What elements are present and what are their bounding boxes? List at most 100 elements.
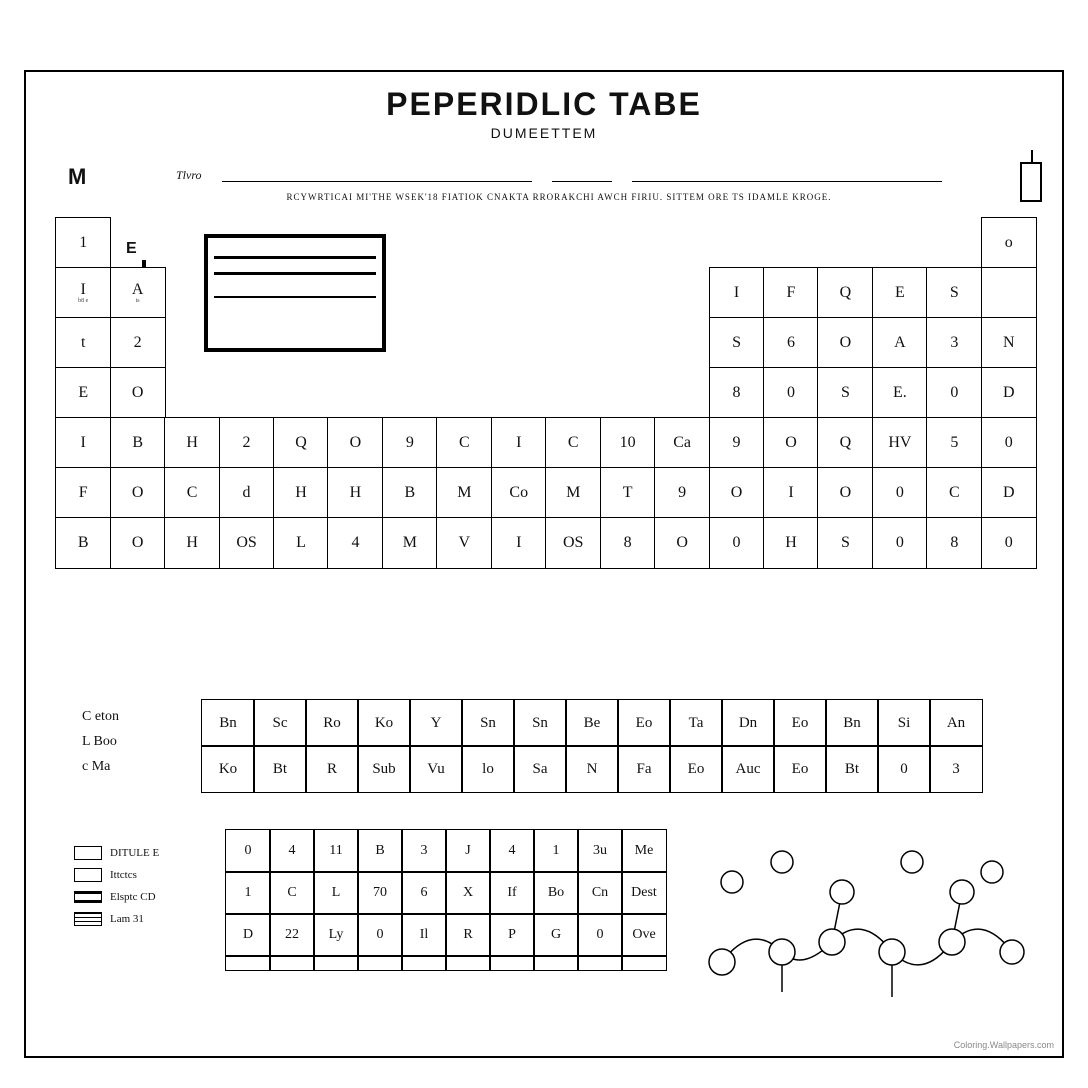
name-underline-1[interactable] xyxy=(222,168,532,182)
grid-cell: If xyxy=(489,871,535,915)
element-cell: H xyxy=(164,517,220,569)
element-cell: 8 xyxy=(709,367,765,419)
element-cell: B xyxy=(110,417,166,469)
element-cell: F xyxy=(55,467,111,519)
element-cell: L xyxy=(273,517,329,569)
element-cell: E xyxy=(872,267,928,319)
lanth-cell: R xyxy=(305,745,359,793)
grid-cell: 6 xyxy=(401,871,447,915)
lanth-cell: Eo xyxy=(617,699,671,747)
lanth-cell: lo xyxy=(461,745,515,793)
element-cell: 9 xyxy=(709,417,765,469)
element-cell: 2 xyxy=(110,317,166,369)
element-cell: S xyxy=(709,317,765,369)
legend-item: Lam 31 xyxy=(74,908,159,930)
element-cell: O xyxy=(110,467,166,519)
legend-item: DITULE E xyxy=(74,842,159,864)
element-cell: 0 xyxy=(763,367,819,419)
series-label: c Ma xyxy=(82,754,119,779)
element-cell: S xyxy=(926,267,982,319)
grid-cell: 3 xyxy=(401,829,447,873)
element-cell: Q xyxy=(817,417,873,469)
element-cell: 3 xyxy=(926,317,982,369)
grid-cell: 11 xyxy=(313,829,359,873)
element-cell: H xyxy=(273,467,329,519)
element-cell: Co xyxy=(491,467,547,519)
element-cell: D xyxy=(981,367,1037,419)
name-underline-2[interactable] xyxy=(552,168,612,182)
series-labels: C etonL Booc Ma xyxy=(82,704,119,780)
lanth-cell: Si xyxy=(877,699,931,747)
series-label: C eton xyxy=(82,704,119,729)
element-cell: Q xyxy=(817,267,873,319)
element-cell: O xyxy=(327,417,383,469)
grid-cell: R xyxy=(445,913,491,957)
element-cell: Ib8 e xyxy=(55,267,111,319)
grid-cell: 4 xyxy=(269,829,315,873)
grid-cell: 0 xyxy=(225,829,271,873)
legend-label: Elsptc CD xyxy=(110,891,156,903)
element-cell: t xyxy=(55,317,111,369)
element-cell: C xyxy=(436,417,492,469)
element-cell: 0 xyxy=(872,467,928,519)
grid-cell: J xyxy=(445,829,491,873)
legend-swatch xyxy=(74,912,102,926)
lanth-cell: Fa xyxy=(617,745,671,793)
element-cell xyxy=(981,267,1037,319)
lanth-cell: Sa xyxy=(513,745,567,793)
grid-cell: B xyxy=(357,829,403,873)
grid-cell: 0 xyxy=(577,913,623,957)
grid-cell: 3u xyxy=(577,829,623,873)
element-cell: 0 xyxy=(981,417,1037,469)
lanth-cell: Ro xyxy=(305,699,359,747)
grid-cell: Dest xyxy=(621,871,667,915)
legend-swatch xyxy=(74,846,102,860)
grid-cell: G xyxy=(533,913,579,957)
element-cell: A xyxy=(872,317,928,369)
grid-cell: Ove xyxy=(621,913,667,957)
name-underline-3[interactable] xyxy=(632,168,942,182)
element-cell: D xyxy=(981,467,1037,519)
element-cell: C xyxy=(926,467,982,519)
element-cell: B xyxy=(55,517,111,569)
element-cell: B xyxy=(382,467,438,519)
grid-cell: 0 xyxy=(357,913,403,957)
lanth-cell: 3 xyxy=(929,745,983,793)
page-subtitle: DUMEETTEM xyxy=(26,125,1062,141)
legend-item: Elsptc CD xyxy=(74,886,159,908)
element-cell: 2 xyxy=(219,417,275,469)
element-cell: C xyxy=(164,467,220,519)
legend-swatch xyxy=(74,891,102,903)
element-cell: O xyxy=(817,317,873,369)
bottom-data-grid: 0411B3J413uMe1CL706XIfBoCnDestD22Ly0IlRP… xyxy=(226,830,666,970)
element-cell: d xyxy=(219,467,275,519)
instructions-text: RCYWRTICAI MI'THE WSEK'18 FIATIOK CNAKTA… xyxy=(176,192,942,202)
grid-cell: P xyxy=(489,913,535,957)
element-cell: I xyxy=(709,267,765,319)
name-line: Tlvro xyxy=(176,168,942,183)
lanth-cell: Sc xyxy=(253,699,307,747)
element-cell: OS xyxy=(545,517,601,569)
element-cell: M xyxy=(382,517,438,569)
lanth-cell: Vu xyxy=(409,745,463,793)
element-cell: E. xyxy=(872,367,928,419)
watermark: Coloring.Wallpapers.com xyxy=(954,1040,1054,1050)
element-cell: 8 xyxy=(600,517,656,569)
lanth-cell: 0 xyxy=(877,745,931,793)
lanth-cell: Ko xyxy=(201,745,255,793)
element-cell: 4 xyxy=(327,517,383,569)
element-cell: HV xyxy=(872,417,928,469)
lanth-cell: Eo xyxy=(773,745,827,793)
element-cell: T xyxy=(600,467,656,519)
element-cell: O xyxy=(110,517,166,569)
legend-item: Ittctcs xyxy=(74,864,159,886)
element-cell: H xyxy=(327,467,383,519)
grid-cell: C xyxy=(269,871,315,915)
molecule-diagram xyxy=(692,822,1032,1022)
lanth-cell: Y xyxy=(409,699,463,747)
element-cell: 0 xyxy=(709,517,765,569)
legend-label: Ittctcs xyxy=(110,869,137,881)
name-label: Tlvro xyxy=(176,168,202,183)
element-cell: 5 xyxy=(926,417,982,469)
element-cell: H xyxy=(164,417,220,469)
